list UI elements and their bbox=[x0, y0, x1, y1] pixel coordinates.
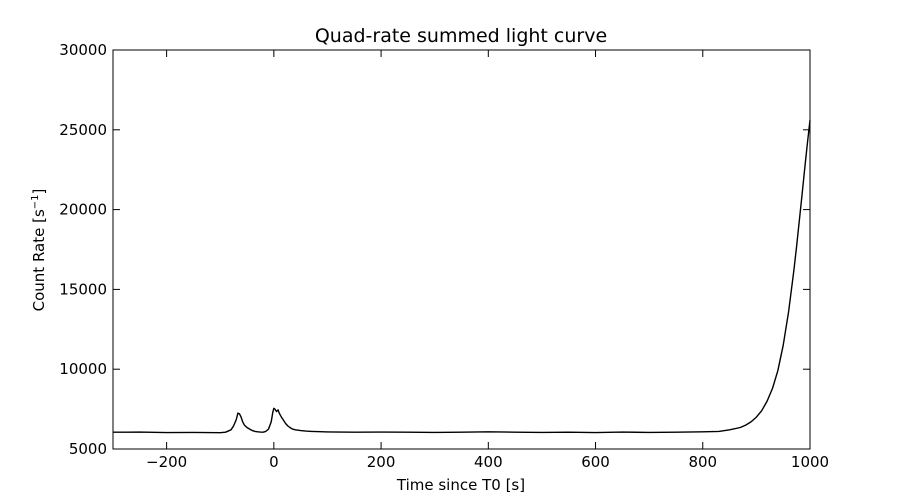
y-tick-label: 25000 bbox=[59, 121, 107, 139]
y-tick-label: 15000 bbox=[59, 280, 107, 298]
x-tick-label: 800 bbox=[688, 453, 717, 471]
y-axis-label-exponent: −1 bbox=[30, 194, 41, 209]
x-tick-label: 600 bbox=[581, 453, 610, 471]
x-tick-label: −200 bbox=[146, 453, 187, 471]
series-line-0 bbox=[112, 120, 811, 434]
y-tick-label: 30000 bbox=[59, 41, 107, 59]
y-tick-label: 10000 bbox=[59, 360, 107, 378]
y-axis-label-main: Count Rate [s bbox=[30, 209, 48, 311]
x-axis: −200 0 200 400 600 800 1000 bbox=[146, 50, 829, 471]
y-axis-label: Count Rate [s−1] bbox=[30, 189, 48, 312]
x-tick-label: 0 bbox=[269, 453, 279, 471]
chart-title: Quad-rate summed light curve bbox=[315, 25, 607, 47]
y-tick-label: 20000 bbox=[59, 201, 107, 219]
x-tick-label: 200 bbox=[367, 453, 396, 471]
x-axis-label: Time since T0 [s] bbox=[396, 476, 525, 494]
y-axis: 5000 10000 15000 20000 25000 30000 bbox=[59, 41, 810, 458]
y-tick-label: 5000 bbox=[69, 440, 107, 458]
x-tick-label: 1000 bbox=[791, 453, 829, 471]
series-layer bbox=[112, 120, 811, 434]
plot-frame bbox=[112, 49, 811, 450]
x-tick-label: 400 bbox=[474, 453, 503, 471]
y-axis-label-close: ] bbox=[30, 189, 48, 195]
